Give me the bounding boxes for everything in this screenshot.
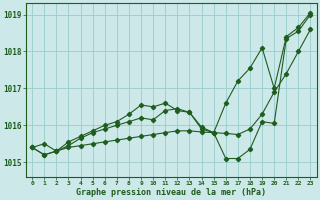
X-axis label: Graphe pression niveau de la mer (hPa): Graphe pression niveau de la mer (hPa) <box>76 188 266 197</box>
